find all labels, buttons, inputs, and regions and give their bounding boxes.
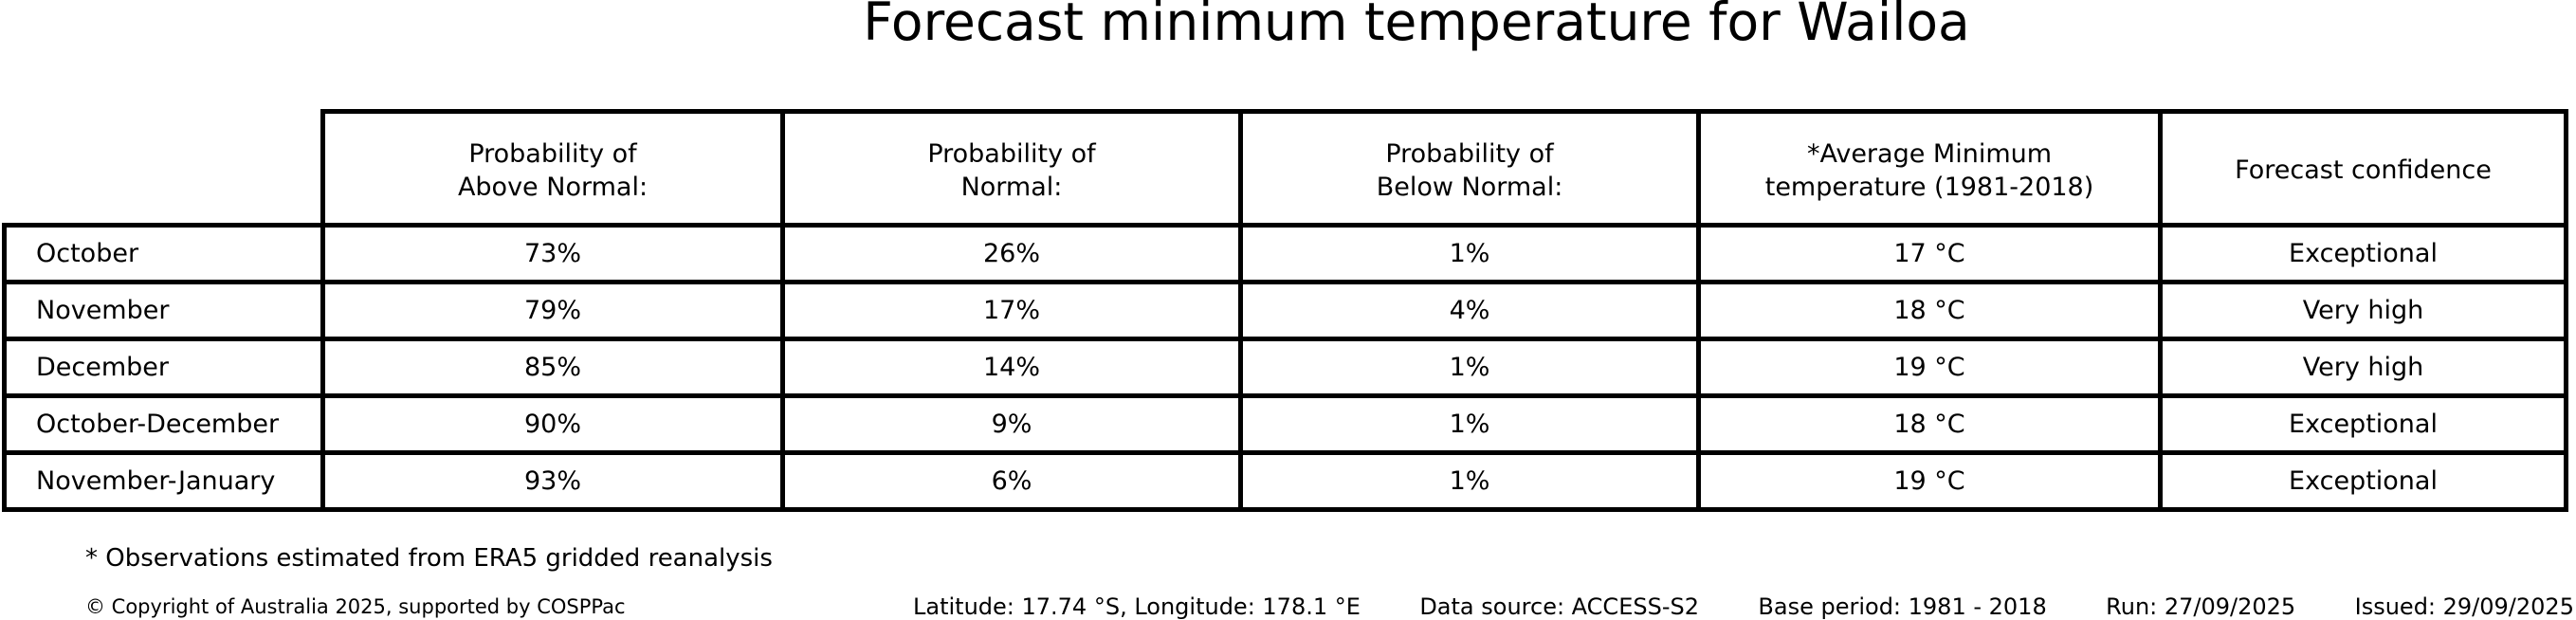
table-body: October 73% 26% 1% 17 °C Exceptional Nov… — [2, 223, 2568, 512]
cell-normal: 6% — [785, 455, 1238, 507]
cell-average-minimum: 19 °C — [1701, 455, 2158, 507]
row-label: November-January — [7, 455, 320, 507]
cell-normal: 9% — [785, 398, 1238, 450]
cell-above-normal: 93% — [325, 455, 780, 507]
data-source-text: Data source: ACCESS-S2 — [1419, 593, 1699, 620]
cell-forecast-confidence: Exceptional — [2163, 455, 2564, 507]
cell-forecast-confidence: Exceptional — [2163, 398, 2564, 450]
column-header-above-normal: Probability of Above Normal: — [325, 114, 780, 228]
column-header-below-normal: Probability of Below Normal: — [1243, 114, 1696, 228]
cell-above-normal: 73% — [325, 228, 780, 280]
latitude-longitude-text: Latitude: 17.74 °S, Longitude: 178.1 °E — [913, 593, 1361, 620]
row-label: December — [7, 341, 320, 393]
cell-average-minimum: 18 °C — [1701, 284, 2158, 337]
cell-normal: 26% — [785, 228, 1238, 280]
cell-below-normal: 1% — [1243, 341, 1696, 393]
cell-forecast-confidence: Very high — [2163, 341, 2564, 393]
table-header-row: Probability of Above Normal: Probability… — [320, 109, 2568, 228]
cell-normal: 14% — [785, 341, 1238, 393]
footer-meta-line: Latitude: 17.74 °S, Longitude: 178.1 °E … — [913, 593, 2574, 620]
issued-date-text: Issued: 29/09/2025 — [2354, 593, 2574, 620]
column-header-average-minimum: *Average Minimum temperature (1981-2018) — [1701, 114, 2158, 228]
row-label: October — [7, 228, 320, 280]
cell-below-normal: 4% — [1243, 284, 1696, 337]
page-title: Forecast minimum temperature for Wailoa — [863, 0, 1970, 52]
cell-above-normal: 85% — [325, 341, 780, 393]
cell-above-normal: 90% — [325, 398, 780, 450]
cell-forecast-confidence: Very high — [2163, 284, 2564, 337]
copyright-text: © Copyright of Australia 2025, supported… — [85, 595, 626, 618]
era5-footnote: * Observations estimated from ERA5 gridd… — [85, 544, 773, 573]
column-header-normal: Probability of Normal: — [785, 114, 1238, 228]
run-date-text: Run: 27/09/2025 — [2106, 593, 2296, 620]
cell-below-normal: 1% — [1243, 228, 1696, 280]
cell-above-normal: 79% — [325, 284, 780, 337]
base-period-text: Base period: 1981 - 2018 — [1758, 593, 2047, 620]
cell-below-normal: 1% — [1243, 398, 1696, 450]
cell-below-normal: 1% — [1243, 455, 1696, 507]
cell-normal: 17% — [785, 284, 1238, 337]
row-label: October-December — [7, 398, 320, 450]
cell-average-minimum: 18 °C — [1701, 398, 2158, 450]
cell-average-minimum: 19 °C — [1701, 341, 2158, 393]
row-label: November — [7, 284, 320, 337]
cell-forecast-confidence: Exceptional — [2163, 228, 2564, 280]
cell-average-minimum: 17 °C — [1701, 228, 2158, 280]
column-header-forecast-confidence: Forecast confidence — [2163, 114, 2564, 228]
